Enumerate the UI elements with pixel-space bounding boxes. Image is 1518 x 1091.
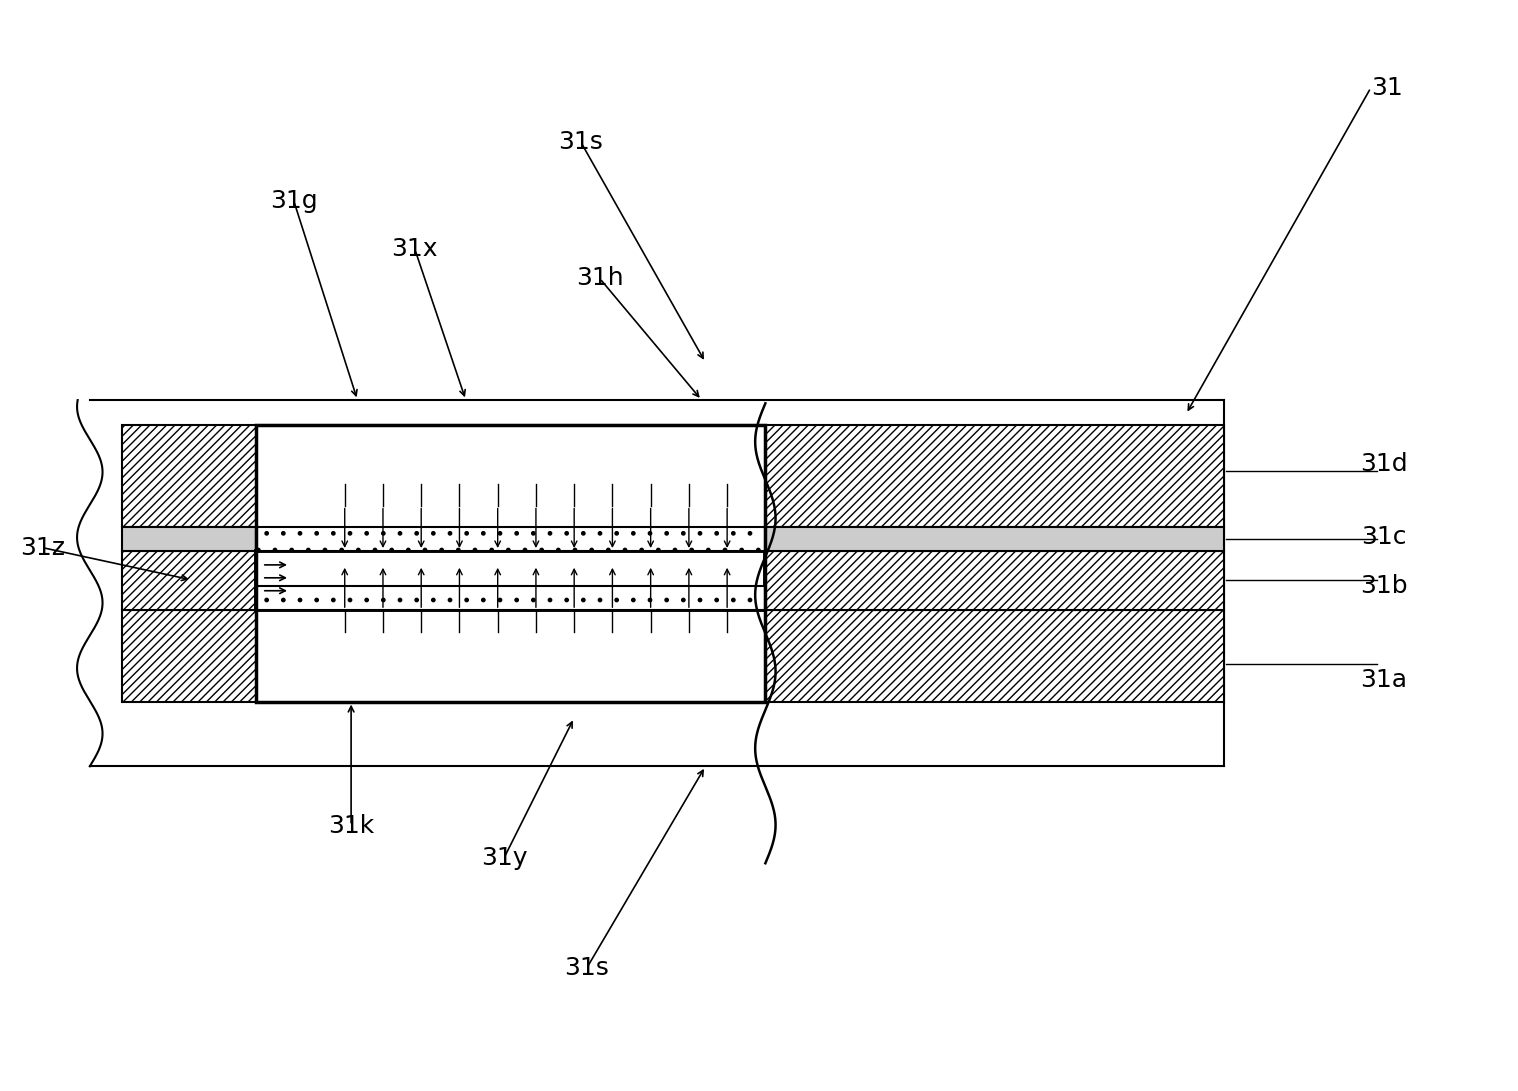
Text: 31c: 31c — [1360, 525, 1406, 549]
Text: 31b: 31b — [1360, 575, 1407, 599]
Bar — [121, 551, 1224, 610]
Text: 31: 31 — [1371, 75, 1403, 99]
Bar — [255, 587, 765, 610]
Text: 31y: 31y — [481, 846, 527, 870]
Text: 31h: 31h — [575, 266, 624, 290]
Text: 31s: 31s — [559, 130, 603, 154]
Bar — [255, 551, 765, 610]
Text: 31g: 31g — [270, 189, 317, 213]
Bar — [255, 610, 765, 702]
Bar — [121, 527, 1224, 551]
Text: 31d: 31d — [1360, 452, 1407, 476]
Text: 31z: 31z — [20, 536, 65, 560]
Bar — [121, 424, 1224, 527]
Text: 31a: 31a — [1360, 668, 1407, 692]
Bar — [121, 610, 1224, 702]
Text: 31x: 31x — [392, 238, 439, 261]
Bar — [255, 424, 765, 702]
Bar — [255, 424, 765, 527]
Text: 31s: 31s — [565, 956, 609, 980]
Text: 31k: 31k — [328, 814, 375, 838]
Bar — [255, 551, 765, 610]
Bar — [255, 424, 765, 702]
Bar — [255, 527, 765, 551]
